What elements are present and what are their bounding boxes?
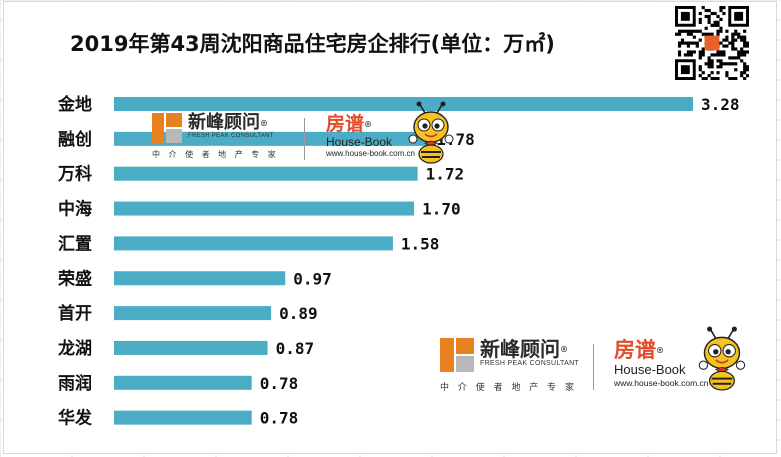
value-label: 0.87 — [276, 339, 315, 358]
bar — [114, 375, 252, 390]
xinfeng-en-label: FRESH PEAK CONSULTANT — [188, 133, 274, 139]
bar — [114, 97, 693, 111]
bar — [114, 236, 393, 251]
value-label: 1.70 — [422, 200, 461, 219]
fangpu-en-label: House-Book — [326, 135, 393, 149]
watermark-divider — [304, 118, 305, 160]
value-label: 0.89 — [279, 304, 318, 323]
category-label: 雨润 — [58, 373, 92, 394]
xinfeng-en-label: FRESH PEAK CONSULTANT — [480, 360, 579, 367]
fangpu-url: www.house-book.com.cn — [614, 378, 709, 388]
category-label: 万科 — [57, 164, 92, 185]
value-label: 0.97 — [293, 269, 332, 288]
category-label: 龙湖 — [57, 338, 92, 359]
bar — [114, 166, 418, 181]
bar — [114, 131, 429, 146]
fangpu-en-label: House-Book — [614, 362, 686, 377]
value-label: 0.78 — [260, 374, 299, 393]
xinfeng-tagline: 中 介 使 者 地 产 专 家 — [440, 383, 578, 393]
category-label: 荣盛 — [57, 268, 92, 289]
value-label: 1.72 — [426, 165, 465, 184]
category-label: 中海 — [58, 199, 92, 220]
xinfeng-watermark-bottom: 新峰顾问® FRESH PEAK CONSULTANT 中 介 使 者 地 产 … — [440, 337, 579, 393]
xinfeng-cn-label: 新峰顾问 — [480, 337, 560, 361]
bar — [114, 306, 272, 321]
bee-mascot-icon — [408, 101, 454, 164]
fangpu-watermark-top: 房谱® House-Book www.house-book.com.cn — [326, 113, 415, 158]
fangpu-cn-label: 房谱 — [326, 113, 365, 135]
bar — [114, 410, 252, 425]
value-label: 1.58 — [401, 234, 440, 253]
xinfeng-watermark-top: 新峰顾问® FRESH PEAK CONSULTANT 中 介 使 者 地 产 … — [152, 112, 279, 159]
category-label: 华发 — [58, 408, 93, 429]
value-label: 0.78 — [260, 409, 299, 428]
xinfeng-cn-label: 新峰顾问 — [188, 112, 260, 133]
watermark-divider — [593, 344, 594, 390]
bee-mascot-icon — [698, 326, 746, 391]
chart-title: 2019年第43周沈阳商品住宅房企排行(单位：万㎡) — [70, 32, 555, 56]
category-label: 汇置 — [58, 234, 92, 254]
xinfeng-tagline: 中 介 使 者 地 产 专 家 — [152, 150, 279, 159]
category-label: 首开 — [58, 303, 92, 324]
bar — [114, 201, 415, 216]
bar — [114, 340, 268, 355]
category-label: 融创 — [58, 129, 92, 150]
fangpu-cn-label: 房谱 — [614, 337, 656, 362]
xinfeng-logo-icon — [440, 338, 474, 372]
category-label: 金地 — [57, 94, 92, 115]
qr-code-icon — [675, 6, 749, 80]
xinfeng-logo-icon — [152, 113, 182, 143]
fangpu-watermark-bottom: 房谱® House-Book www.house-book.com.cn — [614, 337, 709, 389]
bar — [114, 271, 286, 286]
fangpu-url: www.house-book.com.cn — [326, 149, 415, 158]
value-label: 3.28 — [701, 95, 740, 114]
